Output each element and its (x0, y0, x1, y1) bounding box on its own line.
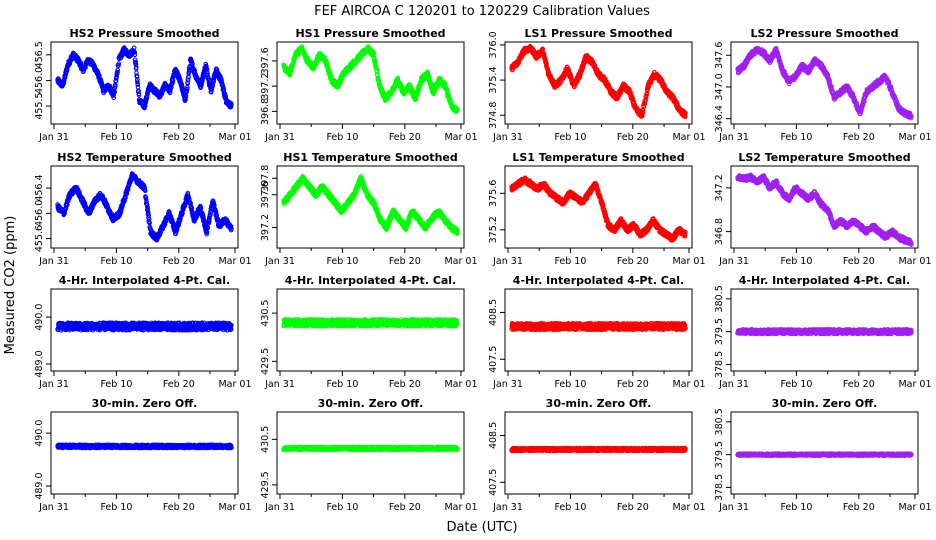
x-tick-label: Mar 01 (444, 132, 477, 143)
data-point (135, 84, 141, 90)
x-tick-label: Feb 10 (100, 132, 132, 143)
x-tick-label: Mar 01 (672, 132, 705, 143)
y-tick-label: 455.5 (34, 92, 45, 119)
y-tick-label: 346.4 (714, 105, 725, 132)
data-series (55, 45, 234, 111)
data-point (132, 49, 137, 55)
x-axis: Jan 31 Feb 10 Feb 20 Mar 01 (264, 124, 478, 143)
data-point (134, 65, 139, 70)
x-tick-label: Feb 10 (326, 132, 358, 143)
chart-panel: HS1 Pressure Smoothed Jan 31 Feb 10 Feb 20 M… (260, 27, 478, 143)
x-tick-label: Feb 10 (100, 256, 132, 267)
data-point (133, 62, 139, 67)
x-tick-label: Feb 20 (163, 256, 195, 267)
data-point (134, 74, 140, 80)
y-axis: 374.8 375.4 376.0 (488, 31, 505, 129)
x-tick-label: Mar 01 (218, 256, 251, 267)
panel-title: HS2 Pressure Smoothed (69, 27, 219, 40)
y-tick-label: 456.5 (34, 41, 45, 68)
x-tick-label: Jan 31 (38, 132, 69, 143)
panel-title: HS1 Temperature Smoothed (283, 151, 458, 164)
x-tick-label: Feb 10 (554, 132, 586, 143)
y-tick-label: 397.2 (260, 73, 271, 100)
data-point (113, 78, 119, 84)
panel-title: HS1 Pressure Smoothed (295, 27, 445, 40)
x-tick-label: Feb 10 (780, 132, 812, 143)
data-point (115, 67, 120, 73)
data-series (735, 45, 914, 121)
data-point (133, 59, 138, 65)
x-axis: Jan 31 Feb 10 Feb 20 Mar 01 (38, 124, 252, 143)
data-point (131, 45, 137, 51)
x-tick-label: Jan 31 (264, 132, 295, 143)
y-tick-label: 456.0 (34, 67, 45, 94)
panel-title: LS1 Pressure Smoothed (525, 27, 673, 40)
x-tick-label: Jan 31 (38, 256, 69, 267)
data-point (116, 61, 121, 67)
x-tick-label: Feb 20 (389, 132, 421, 143)
panel-grid: HS2 Pressure Smoothed Jan 31 Feb 10 Feb 20 M… (34, 27, 932, 513)
y-axis: 346.4 347.0 347.6 (714, 42, 731, 132)
x-axis: Jan 31 Feb 10 Feb 20 Mar 01 (492, 124, 706, 143)
x-axis-label: Date (UTC) (446, 520, 517, 535)
data-point (116, 63, 121, 68)
y-tick-label: 396.8 (260, 98, 271, 125)
panel-title: LS2 Pressure Smoothed (751, 27, 899, 40)
y-tick-label: 455.6 (34, 225, 45, 252)
data-point (135, 79, 140, 84)
data-series (509, 43, 688, 120)
data-series (55, 171, 234, 243)
y-tick-label: 376.0 (488, 31, 499, 58)
y-tick-label: 456.0 (34, 200, 45, 227)
data-series (281, 44, 460, 114)
y-tick-label: 374.8 (488, 102, 499, 129)
x-tick-label: Feb 20 (163, 132, 195, 143)
figure-title: FEF AIRCOA C 120201 to 120229 Calibratio… (314, 4, 650, 19)
y-tick-label: 456.4 (34, 174, 45, 201)
data-point (132, 52, 138, 58)
data-point (135, 82, 141, 87)
x-tick-label: Jan 31 (718, 132, 749, 143)
data-point (136, 92, 142, 98)
y-tick-label: 347.6 (714, 42, 725, 69)
data-point (111, 95, 116, 100)
y-axis-label: Measured CO2 (ppm) (3, 216, 18, 355)
x-axis: Jan 31 Feb 10 Feb 20 Mar 01 (38, 248, 252, 267)
panel-title: HS2 Temperature Smoothed (57, 151, 232, 164)
data-point (115, 69, 120, 75)
y-tick-label: 375.4 (488, 66, 499, 93)
x-tick-label: Feb 20 (617, 132, 649, 143)
y-tick-label: 347.0 (714, 73, 725, 100)
x-tick-label: Jan 31 (492, 132, 523, 143)
data-point (112, 84, 118, 89)
chart-panel: LS1 Pressure Smoothed Jan 31 Feb 10 Feb 20 M… (488, 27, 706, 143)
x-tick-label: Mar 01 (898, 132, 931, 143)
data-series (281, 174, 460, 237)
x-tick-label: Feb 20 (843, 132, 875, 143)
chart-panel: HS2 Pressure Smoothed Jan 31 Feb 10 Feb 20 M… (34, 27, 252, 143)
x-axis: Jan 31 Feb 10 Feb 20 Mar 01 (718, 124, 932, 143)
chart-panel: HS2 Temperature Smoothed Jan 31 Feb 10 Feb … (34, 151, 252, 267)
x-tick-label: Mar 01 (218, 132, 251, 143)
chart-panel: LS2 Pressure Smoothed Jan 31 Feb 10 Feb 20 M… (714, 27, 932, 143)
y-tick-label: 397.6 (260, 47, 271, 74)
